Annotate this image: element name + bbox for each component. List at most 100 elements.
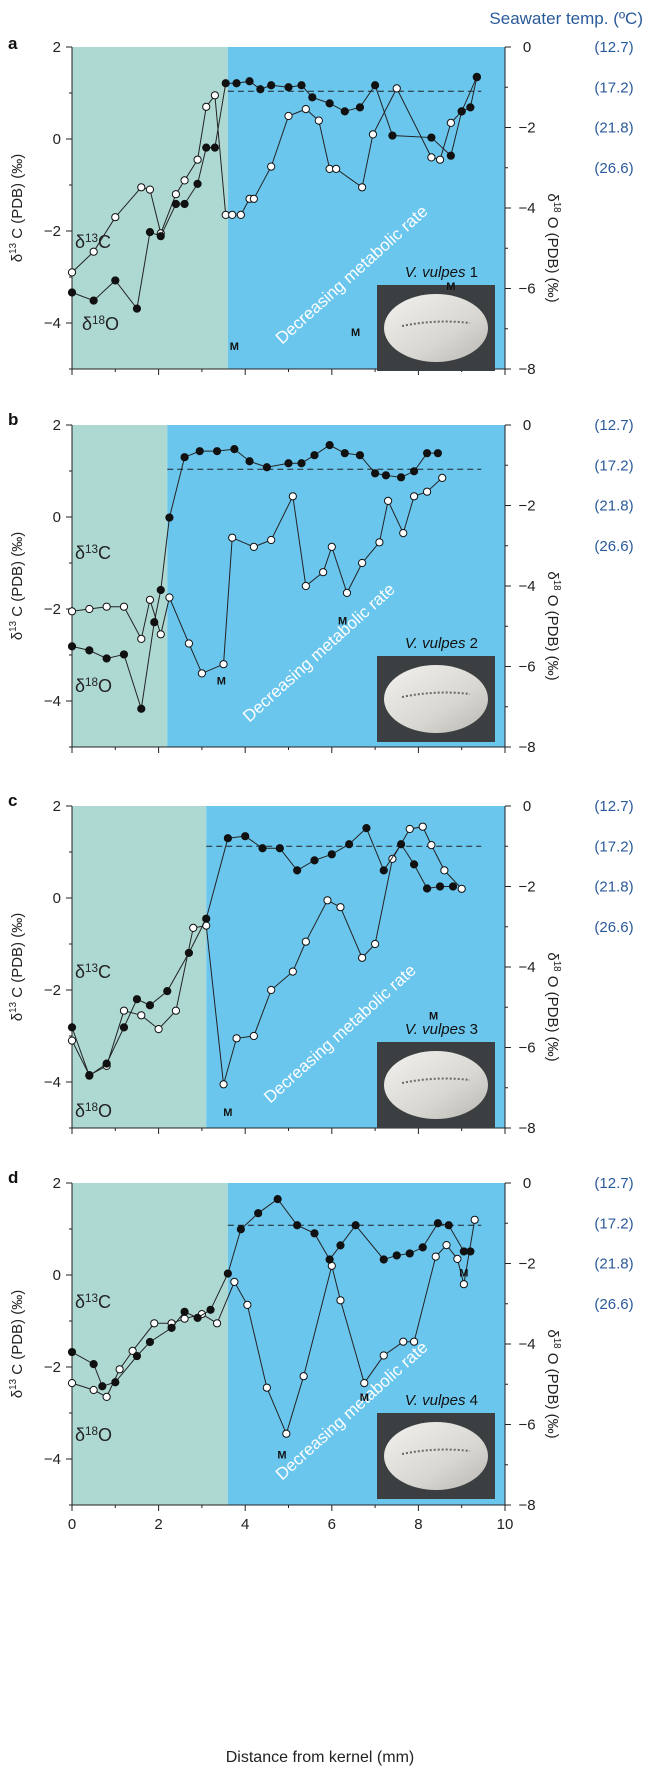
right-tick-label: −8: [518, 361, 535, 378]
temperature-label: (17.2): [594, 838, 633, 855]
d18o-point: [221, 79, 230, 88]
d13c-point: [249, 194, 258, 203]
d13c-point: [230, 1277, 239, 1287]
x-tick-label: 6: [328, 1516, 336, 1533]
d18o-point: [111, 1378, 120, 1387]
d13c-point: [427, 841, 436, 850]
d13c-point: [442, 1241, 451, 1250]
d13c-point: [145, 185, 155, 194]
d13c-point: [383, 496, 393, 505]
temperature-label: (17.2): [594, 1215, 633, 1232]
d13c-series-line: [71, 1219, 476, 1436]
d13c-curve-label: δ13C: [75, 1292, 111, 1312]
d18o-point: [102, 654, 111, 663]
d13c-point: [249, 542, 258, 552]
d13c-point: [85, 604, 94, 614]
d13c-point: [342, 588, 352, 598]
temperature-label: (21.8): [594, 879, 633, 896]
d18o-point: [435, 882, 445, 891]
d13c-point: [128, 1346, 137, 1356]
d13c-point: [262, 1383, 271, 1392]
d13c-point: [358, 953, 367, 962]
d18o-point: [310, 1229, 319, 1238]
d13c-point: [150, 1319, 159, 1328]
d13c-point: [228, 533, 237, 542]
d18o-point: [67, 1347, 77, 1357]
d18o-point: [297, 81, 306, 90]
d18o-point: [325, 1255, 334, 1264]
d13c-point: [288, 967, 297, 976]
left-tick-label: −2: [44, 601, 61, 618]
left-tick-label: 0: [53, 890, 61, 907]
d13c-point: [457, 884, 466, 893]
d18o-point: [427, 133, 436, 142]
d13c-point: [197, 669, 206, 678]
d13c-point: [431, 1252, 440, 1261]
d13c-point: [111, 213, 120, 222]
temperature-label: (17.2): [594, 457, 633, 474]
d13c-point: [399, 1337, 408, 1346]
d13c-point: [459, 1280, 468, 1289]
d13c-point: [249, 1031, 258, 1041]
x-tick-label: 0: [68, 1516, 76, 1533]
d13c-point: [375, 538, 384, 547]
d13c-series-line: [71, 477, 443, 675]
d18o-point: [171, 199, 181, 209]
left-tick-label: −4: [44, 315, 61, 332]
d13c-point: [427, 153, 436, 162]
d13c-point: [267, 985, 276, 995]
right-tick-label: −4: [518, 959, 535, 976]
panel-letter: a: [8, 34, 18, 53]
m-marker-label: M: [351, 327, 360, 339]
d13c-point: [67, 1036, 77, 1045]
d13c-point: [358, 558, 367, 568]
m-marker-label: M: [230, 341, 239, 353]
d18o-point: [422, 449, 432, 458]
d13c-point: [154, 1025, 163, 1034]
growth-zone-early: [72, 425, 168, 747]
d13c-point: [405, 824, 414, 834]
m-marker-label: M: [223, 1107, 232, 1119]
seawater-temp-heading: Seawater temp. (ºC): [489, 9, 643, 28]
d13c-point: [368, 130, 378, 139]
d13c-point: [119, 602, 129, 611]
d18o-point: [381, 471, 391, 480]
x-tick-label: 4: [241, 1516, 249, 1533]
d18o-point: [223, 834, 232, 843]
right-axis-title: δ18 O (PDB) (‰): [544, 952, 562, 1061]
d18o-point: [145, 1337, 155, 1347]
d18o-point: [392, 1251, 401, 1260]
d18o-point: [275, 844, 284, 853]
d18o-point: [119, 650, 129, 659]
d13c-point: [301, 937, 310, 946]
d18o-point: [379, 866, 388, 875]
m-marker-label: M: [360, 1392, 369, 1404]
d18o-point: [202, 143, 211, 152]
d18o-point: [223, 1269, 232, 1278]
temperature-label: (26.6): [594, 919, 633, 936]
d13c-point: [243, 1300, 252, 1310]
d18o-point: [340, 449, 349, 458]
d13c-point: [446, 118, 455, 128]
d18o-point: [446, 151, 455, 160]
d13c-point: [422, 487, 432, 496]
d18o-point: [137, 704, 146, 713]
right-axis-title: δ18 O (PDB) (‰): [544, 1329, 562, 1438]
d18o-point: [111, 276, 120, 285]
species-label: V. vulpes 1: [405, 264, 478, 281]
x-axis-title: Distance from kernel (mm): [226, 1749, 414, 1766]
panel-letter: d: [8, 1168, 18, 1187]
panel-letter: b: [8, 410, 18, 429]
temperature-label: (21.8): [594, 1256, 633, 1273]
d18o-point: [258, 844, 267, 853]
d18o-point: [293, 1221, 302, 1230]
d18o-point: [184, 948, 194, 958]
d13c-point: [67, 268, 77, 277]
d18o-point: [472, 73, 481, 82]
right-tick-label: 0: [523, 1175, 531, 1192]
d18o-point: [396, 840, 406, 849]
d18o-point: [409, 860, 419, 869]
d13c-point: [336, 903, 345, 912]
d18o-point: [379, 1255, 388, 1264]
d18o-point: [195, 447, 204, 456]
